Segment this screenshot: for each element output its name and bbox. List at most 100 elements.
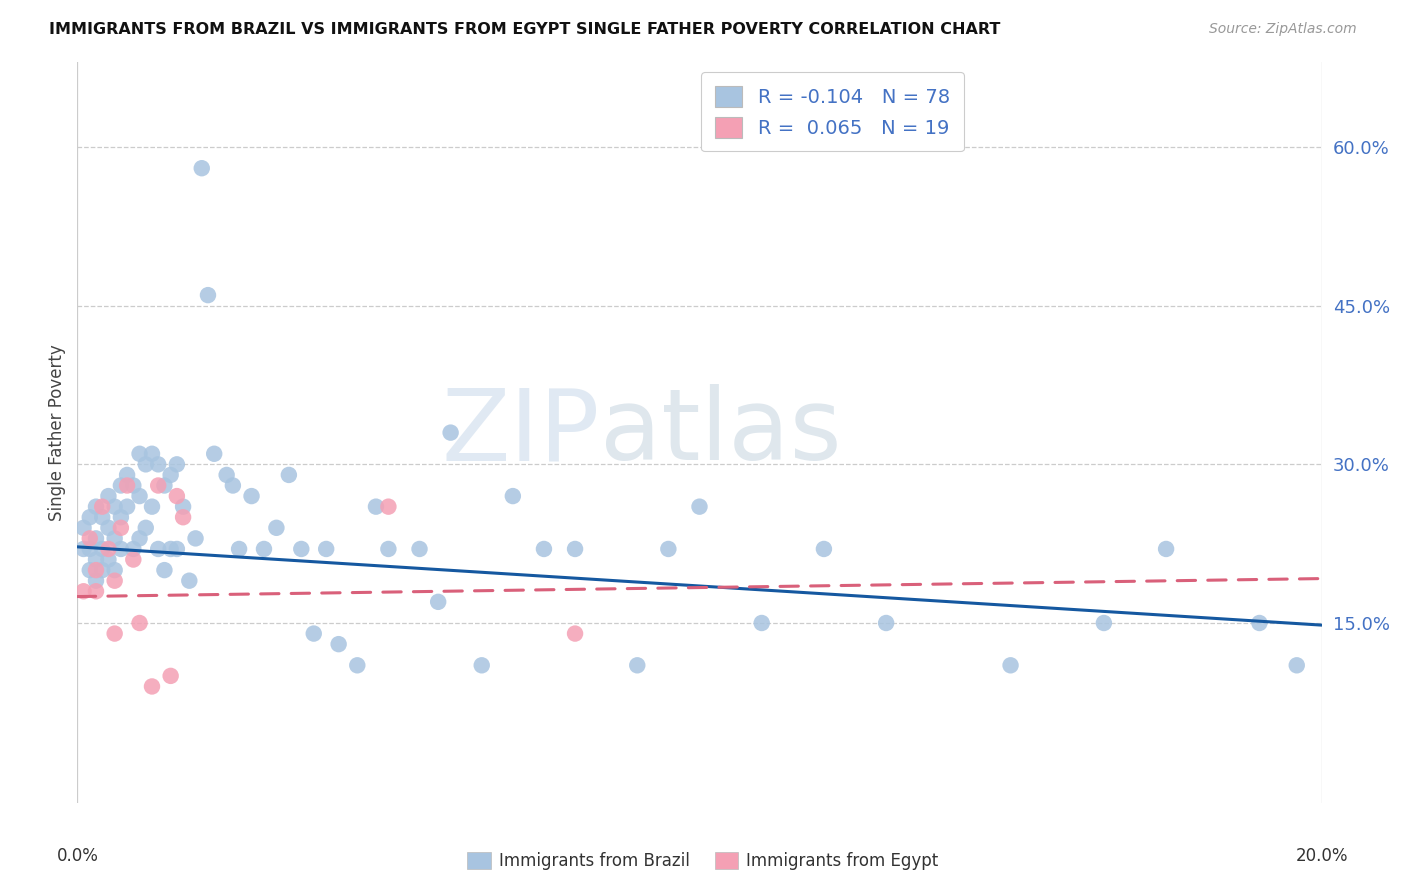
Point	[191, 161, 214, 176]
Point	[159, 669, 181, 683]
Point	[813, 541, 835, 556]
Point	[104, 626, 127, 640]
Point	[657, 541, 679, 556]
Point	[153, 563, 176, 577]
Legend: Immigrants from Brazil, Immigrants from Egypt: Immigrants from Brazil, Immigrants from …	[458, 843, 948, 879]
Point	[346, 658, 368, 673]
Point	[253, 541, 276, 556]
Text: 20.0%: 20.0%	[1295, 847, 1348, 865]
Point	[533, 541, 555, 556]
Point	[172, 500, 194, 514]
Point	[159, 467, 181, 482]
Point	[184, 532, 207, 546]
Point	[128, 532, 150, 546]
Point	[377, 500, 399, 514]
Point	[277, 467, 299, 482]
Point	[202, 447, 225, 461]
Point	[471, 658, 494, 673]
Text: 0.0%: 0.0%	[56, 847, 98, 865]
Point	[751, 615, 773, 630]
Point	[440, 425, 463, 440]
Text: atlas: atlas	[600, 384, 842, 481]
Point	[104, 574, 127, 588]
Point	[148, 541, 170, 556]
Point	[84, 532, 107, 546]
Point	[302, 626, 325, 640]
Point	[97, 489, 120, 503]
Point	[328, 637, 350, 651]
Point	[97, 541, 120, 556]
Point	[84, 574, 107, 588]
Text: ZIP: ZIP	[441, 384, 600, 481]
Point	[1249, 615, 1271, 630]
Text: Source: ZipAtlas.com: Source: ZipAtlas.com	[1209, 22, 1357, 37]
Point	[110, 478, 132, 492]
Point	[135, 458, 157, 472]
Point	[172, 510, 194, 524]
Point	[266, 521, 288, 535]
Point	[122, 552, 145, 566]
Point	[315, 541, 337, 556]
Point	[110, 521, 132, 535]
Point	[84, 563, 107, 577]
Point	[228, 541, 250, 556]
Point	[148, 458, 170, 472]
Point	[128, 615, 150, 630]
Point	[79, 563, 101, 577]
Point	[377, 541, 399, 556]
Point	[364, 500, 387, 514]
Point	[84, 584, 107, 599]
Point	[1154, 541, 1177, 556]
Point	[689, 500, 711, 514]
Point	[91, 510, 114, 524]
Point	[72, 584, 94, 599]
Point	[1000, 658, 1022, 673]
Y-axis label: Single Father Poverty: Single Father Poverty	[48, 344, 66, 521]
Point	[84, 500, 107, 514]
Point	[104, 532, 127, 546]
Point	[215, 467, 238, 482]
Point	[97, 552, 120, 566]
Text: IMMIGRANTS FROM BRAZIL VS IMMIGRANTS FROM EGYPT SINGLE FATHER POVERTY CORRELATIO: IMMIGRANTS FROM BRAZIL VS IMMIGRANTS FRO…	[49, 22, 1001, 37]
Point	[91, 500, 114, 514]
Point	[91, 541, 114, 556]
Point	[79, 532, 101, 546]
Point	[153, 478, 176, 492]
Point	[502, 489, 524, 503]
Point	[408, 541, 430, 556]
Point	[875, 615, 897, 630]
Point	[115, 467, 138, 482]
Point	[141, 680, 163, 694]
Point	[72, 541, 94, 556]
Point	[166, 458, 188, 472]
Point	[79, 541, 101, 556]
Point	[104, 563, 127, 577]
Point	[128, 489, 150, 503]
Point	[122, 541, 145, 556]
Point	[91, 563, 114, 577]
Point	[84, 552, 107, 566]
Point	[97, 521, 120, 535]
Point	[122, 478, 145, 492]
Point	[1285, 658, 1308, 673]
Point	[564, 541, 586, 556]
Point	[166, 489, 188, 503]
Point	[197, 288, 219, 302]
Point	[1092, 615, 1115, 630]
Point	[240, 489, 263, 503]
Point	[115, 478, 138, 492]
Point	[110, 541, 132, 556]
Point	[110, 510, 132, 524]
Point	[427, 595, 450, 609]
Point	[564, 626, 586, 640]
Legend: R = -0.104   N = 78, R =  0.065   N = 19: R = -0.104 N = 78, R = 0.065 N = 19	[702, 72, 963, 152]
Point	[128, 447, 150, 461]
Point	[159, 541, 181, 556]
Point	[222, 478, 245, 492]
Point	[141, 500, 163, 514]
Point	[104, 500, 127, 514]
Point	[166, 541, 188, 556]
Point	[79, 510, 101, 524]
Point	[290, 541, 312, 556]
Point	[179, 574, 201, 588]
